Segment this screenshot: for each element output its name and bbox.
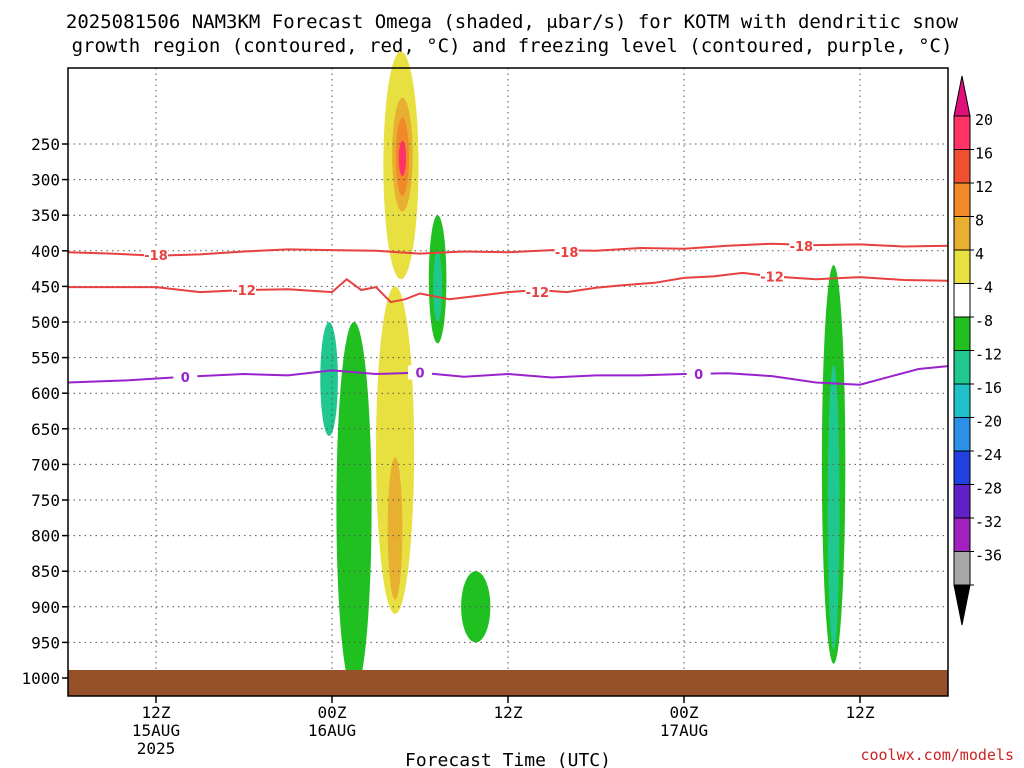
y-tick-label: 550 — [31, 349, 60, 368]
colorbar-segment — [953, 517, 971, 552]
colorbar-label: -32 — [975, 513, 1002, 531]
contour-label: -18 — [555, 246, 579, 261]
contour-line-2 — [67, 365, 949, 386]
colorbar-label: 8 — [975, 211, 984, 229]
colorbar-label: 12 — [975, 178, 993, 196]
colorbar-segment — [953, 383, 971, 418]
x-axis-label: Forecast Time (UTC) — [405, 750, 611, 768]
colorbar-label: -28 — [975, 479, 1002, 497]
colorbar-label: 20 — [975, 111, 993, 129]
contour-label: -12 — [760, 270, 784, 285]
contour-label: -18 — [790, 240, 814, 255]
credit-text: coolwx.com/models — [860, 746, 1014, 764]
y-tick-label: 450 — [31, 277, 60, 296]
y-tick-label: 800 — [31, 527, 60, 546]
colorbar-segment — [953, 249, 971, 284]
colorbar-segment — [953, 484, 971, 519]
gridlines — [68, 68, 948, 696]
y-tick-label: 850 — [31, 562, 60, 581]
omega-region-11 — [387, 457, 403, 600]
contour-label-bg — [760, 269, 784, 284]
omega-region-6 — [336, 322, 372, 693]
y-tick-label: 250 — [31, 135, 60, 154]
colorbar-segment — [953, 283, 971, 318]
contour-label-bg — [144, 248, 168, 263]
colorbar-label: -12 — [975, 345, 1002, 363]
colorbar-label: -8 — [975, 312, 993, 330]
x-tick-label: 2025 — [137, 739, 176, 758]
colorbar-top-arrow — [953, 75, 971, 117]
contour-label-bg — [525, 285, 550, 300]
y-tick-label: 650 — [31, 420, 60, 439]
plot-area: -18 -18 -18 -12 -12 -12 0 0 0 — [67, 51, 949, 697]
contour-label-bg — [686, 366, 711, 381]
x-tick-label: 00Z — [670, 703, 699, 722]
contour-label: 0 — [415, 367, 424, 382]
colorbar-label: -24 — [975, 446, 1002, 464]
contour-label-bg — [408, 365, 432, 380]
contour-label: -12 — [232, 284, 256, 299]
x-tick-label: 16AUG — [308, 721, 356, 740]
y-tick-label: 1000 — [21, 669, 60, 688]
omega-region-7 — [320, 322, 338, 436]
y-tick-label: 500 — [31, 313, 60, 332]
colorbar-segment — [953, 450, 971, 485]
colorbar-segment — [953, 350, 971, 385]
colorbar-segment — [953, 551, 971, 586]
contour-label: 0 — [694, 368, 703, 383]
contour-label-bg — [554, 245, 579, 260]
contour-label-bg — [232, 282, 256, 297]
contour-label-bg — [789, 238, 814, 253]
omega-region-9 — [827, 364, 840, 650]
colorbar-segment — [953, 216, 971, 251]
y-tick-label: 400 — [31, 242, 60, 261]
colorbar-segment — [953, 182, 971, 217]
x-tick-label: 15AUG — [132, 721, 180, 740]
y-tick-label: 900 — [31, 598, 60, 617]
x-tick-label: 00Z — [318, 703, 347, 722]
contour-line-1 — [68, 271, 949, 304]
chart-title-line2: growth region (contoured, red, °C) and f… — [72, 35, 953, 57]
x-tick-label: 17AUG — [660, 721, 708, 740]
chart-title-line1: 2025081506 NAM3KM Forecast Omega (shaded… — [66, 11, 959, 33]
omega-region-3 — [398, 140, 407, 177]
y-tick-label: 600 — [31, 384, 60, 403]
colorbar-segment — [953, 149, 971, 184]
contour-label: -12 — [526, 286, 550, 301]
colorbar-segment — [953, 417, 971, 452]
colorbar-label: -4 — [975, 278, 993, 296]
contour-layer: -18 -18 -18 -12 -12 -12 0 0 0 — [67, 238, 949, 386]
colorbar: 20 16 12 8 4 -4 -8 -12 -16 -20 -24 -28 -32 -36 — [953, 75, 1002, 626]
y-tick-label: 300 — [31, 171, 60, 190]
colorbar-label: -36 — [975, 546, 1002, 564]
colorbar-segment — [953, 316, 971, 351]
contour-label: 0 — [181, 371, 190, 386]
colorbar-bottom-arrow — [953, 584, 971, 626]
x-tick-label: 12Z — [846, 703, 875, 722]
colorbar-label: -20 — [975, 412, 1002, 430]
y-tick-label: 950 — [31, 633, 60, 652]
contour-label: -18 — [144, 249, 168, 264]
y-axis: 250 300 350 400 450 500 550 600 650 700 750 800 850 9… — [21, 135, 68, 688]
colorbar-label: 4 — [975, 245, 984, 263]
y-tick-label: 750 — [31, 491, 60, 510]
colorbar-label: -16 — [975, 379, 1002, 397]
y-tick-label: 350 — [31, 206, 60, 225]
y-tick-label: 700 — [31, 455, 60, 474]
colorbar-label: 16 — [975, 144, 993, 162]
x-tick-label: 12Z — [494, 703, 523, 722]
contour-label-bg — [173, 369, 198, 384]
x-tick-label: 12Z — [142, 703, 171, 722]
ground-surface — [68, 670, 948, 696]
omega-region-10 — [376, 286, 415, 614]
colorbar-segment — [953, 115, 971, 150]
